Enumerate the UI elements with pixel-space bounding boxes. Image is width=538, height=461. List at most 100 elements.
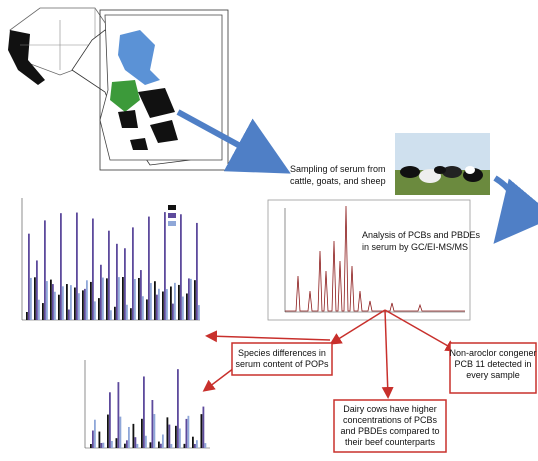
decor-bar <box>58 294 60 320</box>
decor-bar <box>194 443 196 448</box>
decor-bar <box>202 406 205 448</box>
decor-bar <box>84 288 86 320</box>
decor-bar <box>78 293 80 320</box>
decor-bar <box>119 416 122 448</box>
decor-bar <box>158 288 160 320</box>
decor-bar <box>141 418 143 448</box>
map <box>0 0 230 171</box>
decor-bar <box>168 424 171 448</box>
decor-bar <box>92 430 94 448</box>
decor-bar <box>124 443 126 448</box>
decor-bar <box>154 281 156 320</box>
decor-bar <box>52 284 54 320</box>
decor-bar <box>114 306 116 320</box>
decor-bar <box>183 443 186 448</box>
decor-bar <box>90 281 92 320</box>
decor-bar <box>76 212 78 320</box>
decor-bar <box>136 443 139 448</box>
decor-bar <box>140 270 142 320</box>
decor-bar <box>190 278 192 320</box>
decor-bar <box>172 303 174 320</box>
text-line: Species differences in <box>238 348 326 358</box>
decor-bar <box>142 296 144 320</box>
arrow <box>384 309 458 352</box>
decor-bar <box>68 309 70 320</box>
decor-bar <box>70 285 72 320</box>
text-line: and PBDEs compared to <box>340 426 439 436</box>
decor-bar <box>74 287 76 320</box>
decor-bar <box>185 418 188 448</box>
text-line: Analysis of PCBs and PBDEs <box>362 230 481 240</box>
decor-bar <box>34 277 36 320</box>
decor-bar <box>36 260 38 320</box>
text-line: in serum by GC/EI-MS/MS <box>362 242 468 252</box>
decor-bar <box>170 443 173 448</box>
decor-bar <box>98 298 100 320</box>
decor-bar <box>143 376 145 448</box>
decor-bar <box>62 286 64 320</box>
bar-chart <box>84 360 210 449</box>
decor-bar <box>145 435 147 448</box>
text-line: serum content of POPs <box>235 359 329 369</box>
decor-bar <box>94 419 96 448</box>
decor-bar <box>182 296 184 320</box>
decor-bar <box>98 431 101 448</box>
decor-bar <box>117 382 120 448</box>
decor-bar <box>30 277 32 320</box>
decor-bar <box>166 417 169 448</box>
decor-bar <box>174 282 176 320</box>
decor-bar <box>162 434 164 448</box>
decor-bar <box>175 425 177 448</box>
decor-bar <box>90 444 92 448</box>
decor-bar <box>164 212 166 320</box>
decor-bar <box>150 283 152 320</box>
decor-bar <box>111 440 113 448</box>
sampling-text: Sampling of serum from cattle, goats, and… <box>290 164 386 186</box>
cow-photo <box>395 133 490 195</box>
finding-box <box>231 342 333 376</box>
decor-bar <box>82 290 84 320</box>
decor-bar <box>192 436 194 448</box>
decor-bar <box>132 423 135 448</box>
decor-bar <box>196 222 198 320</box>
decor-bar <box>42 303 44 320</box>
text-line: every sample <box>466 370 520 380</box>
decor-bar <box>187 415 190 448</box>
decor-bar <box>146 299 148 320</box>
decor-bar <box>46 281 48 320</box>
decor-bar <box>28 233 30 320</box>
decor-bar <box>170 286 172 320</box>
decor-bar <box>158 441 160 448</box>
decor-bar <box>107 414 109 448</box>
decor-bar <box>194 280 196 320</box>
decor-bar <box>134 437 137 448</box>
decor-bar <box>66 284 68 320</box>
decor-bar <box>54 291 56 320</box>
decor-bar <box>126 440 128 448</box>
decor-bar <box>156 294 158 320</box>
decor-bar <box>178 284 180 320</box>
decor-bar <box>102 277 104 320</box>
decor-bar <box>180 214 182 320</box>
decor-bar <box>50 279 52 320</box>
decor-bar <box>92 218 94 320</box>
decor-bar <box>196 440 198 448</box>
chromatogram <box>267 199 471 321</box>
decor-bar <box>118 277 120 320</box>
arrow <box>176 109 291 174</box>
decor-bar <box>160 443 162 448</box>
arrow <box>493 175 538 244</box>
decor-bar <box>44 220 46 320</box>
decor-bar <box>106 278 108 320</box>
decor-bar <box>198 305 200 320</box>
decor-bar <box>166 289 168 320</box>
decor-bar <box>100 264 102 320</box>
decor-bar <box>177 369 179 448</box>
decor-bar <box>153 414 156 448</box>
decor-bar <box>162 291 164 320</box>
decor-bar <box>134 278 136 320</box>
text-line: their beef counterparts <box>345 437 436 447</box>
bar-chart <box>21 198 200 321</box>
